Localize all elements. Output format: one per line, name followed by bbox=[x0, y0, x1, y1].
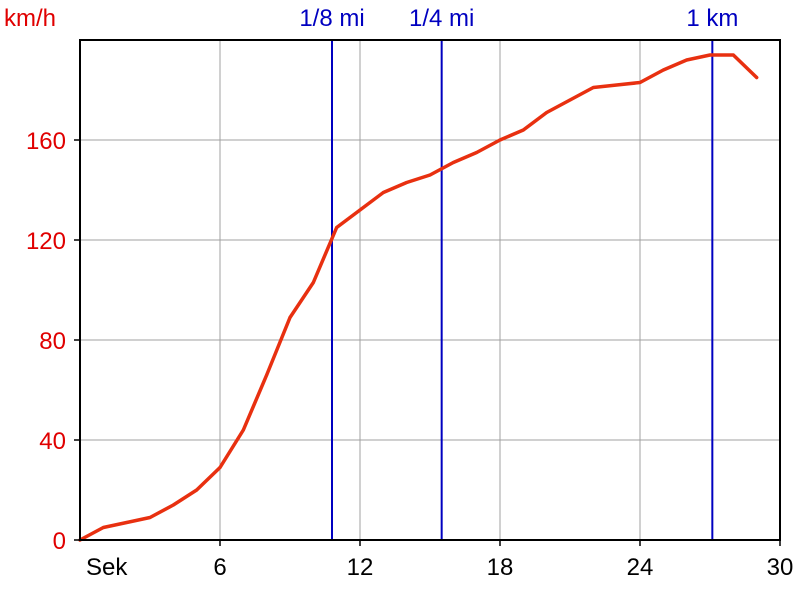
speed-series-line bbox=[78, 53, 759, 542]
data-point bbox=[568, 98, 572, 102]
data-point bbox=[521, 128, 525, 132]
plot-frame bbox=[79, 39, 781, 541]
distance-marker-label: 1 km bbox=[686, 5, 738, 32]
data-point bbox=[241, 428, 245, 432]
data-point bbox=[265, 373, 269, 377]
data-point bbox=[685, 58, 689, 62]
y-axis-label: km/h bbox=[4, 5, 56, 32]
x-tick-labels: 6 12 18 24 30 bbox=[213, 540, 793, 581]
grid bbox=[80, 40, 781, 540]
data-point bbox=[661, 68, 665, 72]
data-point bbox=[755, 76, 759, 79]
x-axis-label: Sek bbox=[86, 554, 128, 581]
data-point bbox=[428, 173, 432, 177]
series-layer bbox=[78, 53, 759, 542]
data-point bbox=[381, 191, 385, 194]
y-tick-label: 160 bbox=[26, 128, 66, 155]
distance-markers bbox=[331, 40, 714, 540]
data-point bbox=[218, 466, 222, 469]
data-point bbox=[288, 316, 292, 319]
data-point bbox=[451, 161, 455, 164]
data-point bbox=[708, 53, 712, 57]
data-point bbox=[498, 138, 502, 142]
x-tick-label: 6 bbox=[213, 554, 226, 581]
y-tick-label: 40 bbox=[39, 428, 66, 455]
data-point bbox=[405, 181, 409, 184]
data-point bbox=[148, 516, 152, 519]
data-point bbox=[591, 86, 595, 89]
x-tick-label: 12 bbox=[347, 554, 374, 581]
data-point bbox=[615, 83, 619, 87]
distance-marker-label: 1/4 mi bbox=[409, 5, 474, 32]
x-tick-label: 24 bbox=[627, 554, 654, 581]
data-point bbox=[638, 81, 642, 84]
data-point bbox=[195, 488, 199, 492]
marker-labels: 1/8 mi 1/4 mi 1 km bbox=[299, 5, 738, 32]
y-tick-label: 0 bbox=[53, 528, 66, 555]
data-point bbox=[335, 226, 339, 229]
data-point bbox=[311, 281, 315, 284]
data-point bbox=[475, 151, 479, 154]
y-tick-label: 80 bbox=[39, 328, 66, 355]
data-point bbox=[545, 111, 549, 114]
x-tick-label: 18 bbox=[487, 554, 514, 581]
y-tick-labels: 0 40 80 120 160 bbox=[26, 128, 80, 555]
y-tick-label: 120 bbox=[26, 228, 66, 255]
data-point bbox=[101, 526, 105, 529]
data-point bbox=[125, 521, 129, 524]
data-point bbox=[171, 503, 175, 507]
x-tick-label: 30 bbox=[767, 554, 794, 581]
distance-marker-label: 1/8 mi bbox=[299, 5, 364, 32]
data-point bbox=[731, 53, 735, 57]
data-point bbox=[358, 208, 362, 212]
